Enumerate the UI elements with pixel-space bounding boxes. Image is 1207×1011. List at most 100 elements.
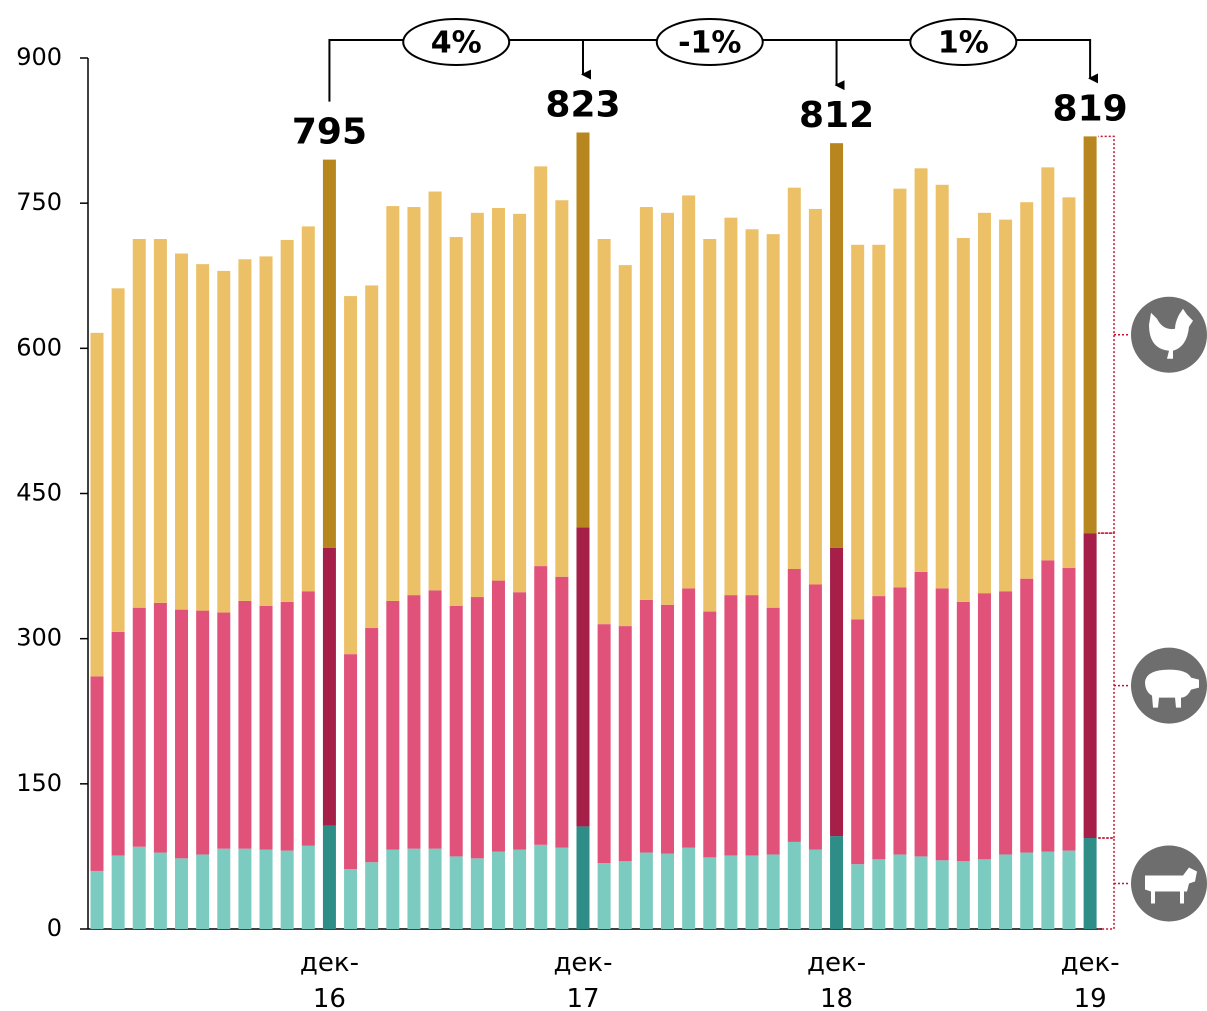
bar-segment: [682, 847, 696, 929]
bar-segment: [449, 605, 463, 857]
bar-segment: [766, 607, 780, 855]
bar-segment: [872, 596, 886, 860]
bar-segment: [175, 609, 189, 859]
bar-segment: [153, 852, 167, 929]
bar-segment: [724, 217, 738, 596]
bar-segment: [301, 591, 315, 846]
change-oval: [655, 18, 764, 66]
bar-segment: [1041, 851, 1055, 929]
change-label: 4%: [431, 26, 482, 61]
bracket: [1098, 532, 1115, 839]
bar-segment: [386, 600, 400, 850]
bar-segment: [787, 568, 801, 842]
bracket: [1098, 837, 1115, 930]
bar-segment: [132, 846, 146, 929]
chicken: [1149, 308, 1193, 359]
bar-segment: [111, 855, 125, 929]
bar-segment: [893, 188, 907, 588]
bar-segment: [491, 580, 505, 852]
bar-segment: [830, 547, 844, 837]
bar-segment: [428, 191, 442, 591]
y-tick-label: 0: [47, 914, 62, 942]
bar-segment: [893, 587, 907, 855]
bar-segment: [935, 588, 949, 861]
bar-segment: [956, 861, 970, 929]
x-tick-label: дек-16: [300, 948, 359, 1011]
y-tick-label: 900: [16, 43, 62, 71]
bar-segment: [259, 605, 273, 850]
bar-segment: [851, 619, 865, 865]
bar-segment: [111, 288, 125, 632]
bar-segment: [217, 848, 231, 929]
bar-segment: [1062, 197, 1076, 569]
change-oval: [402, 18, 511, 66]
bar-segment: [935, 184, 949, 589]
bar-segment: [153, 238, 167, 603]
bar-segment: [132, 238, 146, 608]
bar-segment: [935, 860, 949, 929]
bar-segment: [301, 845, 315, 929]
bar-segment: [491, 208, 505, 581]
bar-segment: [851, 244, 865, 620]
bar-segment: [1062, 850, 1076, 929]
bar-segment: [322, 159, 336, 548]
bar-segment: [661, 604, 675, 854]
bar-segment: [470, 858, 484, 929]
bar-segment: [132, 607, 146, 847]
bar-segment: [661, 212, 675, 605]
bar-segment: [977, 212, 991, 594]
bar-segment: [407, 848, 421, 929]
bar-segment: [977, 859, 991, 929]
bar-segment: [745, 229, 759, 596]
bar-segment: [301, 226, 315, 592]
bar-segment: [1041, 167, 1055, 561]
bar-segment: [745, 595, 759, 856]
chicken-icon: [1131, 296, 1207, 373]
bar-segment: [872, 244, 886, 597]
bar-segment: [682, 588, 696, 848]
y-tick-label: 150: [16, 769, 62, 797]
bar-segment: [344, 654, 358, 869]
bar-segment: [470, 212, 484, 598]
bar-segment: [851, 864, 865, 929]
bar-segment: [1062, 568, 1076, 851]
bar-segment: [1020, 852, 1034, 929]
bar-segment: [217, 612, 231, 849]
bar-segment: [555, 576, 569, 848]
bar-segment: [1083, 838, 1097, 929]
bar-segment: [196, 854, 210, 929]
bar-segment: [90, 870, 104, 929]
bar-segment: [344, 296, 358, 655]
x-tick-label: дек-18: [807, 948, 866, 1011]
bar-segment: [534, 566, 548, 845]
bar-segment: [639, 852, 653, 929]
bar-segment: [808, 584, 822, 850]
bar-segment: [386, 206, 400, 601]
bar-segment: [703, 238, 717, 612]
cow-icon: [1131, 845, 1207, 922]
bar-segment: [280, 601, 294, 851]
total-label: 823: [545, 85, 620, 126]
bar-segment: [597, 863, 611, 929]
bar-segment: [513, 592, 527, 850]
bar-segment: [639, 599, 653, 853]
bar-segment: [555, 847, 569, 929]
pig: [1145, 669, 1199, 708]
bar-segment: [238, 259, 252, 601]
pig-icon: [1131, 647, 1207, 724]
bar-segment: [449, 856, 463, 929]
bar-segment: [470, 597, 484, 859]
bar-segment: [576, 826, 590, 929]
bar-segment: [703, 857, 717, 929]
bar-segment: [196, 264, 210, 611]
bar-segment: [428, 590, 442, 849]
bar-segment: [534, 844, 548, 929]
bar-segment: [808, 208, 822, 585]
total-label: 819: [1053, 88, 1128, 129]
bar-segment: [196, 610, 210, 855]
bar-segment: [175, 858, 189, 929]
bar-segment: [766, 854, 780, 929]
cow: [1145, 867, 1197, 904]
bar-segment: [365, 285, 379, 629]
